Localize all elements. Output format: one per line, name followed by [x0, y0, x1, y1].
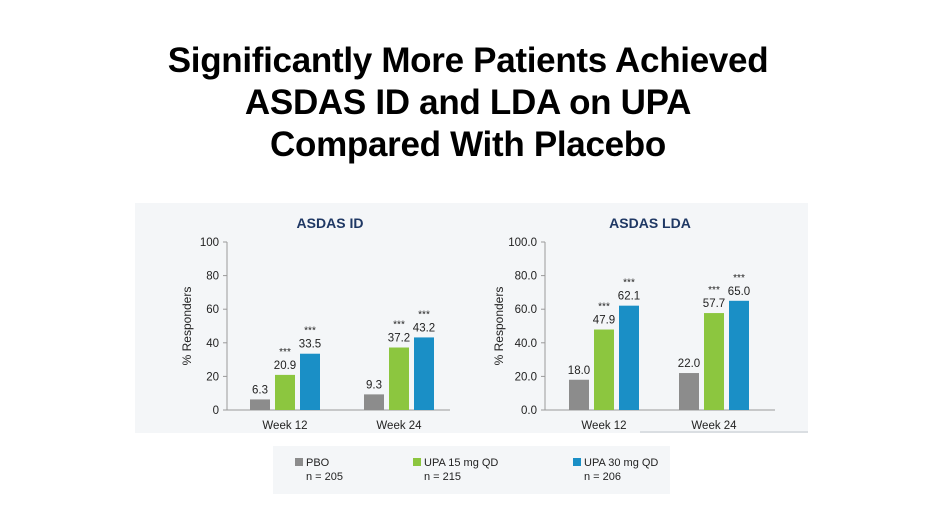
chart2-sig-marker-upa30-2: ***	[733, 273, 745, 284]
legend-swatch-upa15	[413, 458, 421, 466]
chart2-bar-pbo-2	[679, 373, 699, 410]
chart1-data-label-upa30-1: 33.5	[299, 339, 321, 351]
chart2-bar-upa15-2	[704, 313, 724, 410]
chart2-ytick-label: 40.0	[515, 338, 537, 350]
chart2-bar-upa30-2	[729, 300, 749, 410]
chart1-ytick-label: 0	[213, 405, 219, 417]
chart1-ytick-label: 80	[206, 271, 219, 283]
chart2-data-label-upa30-1: 62.1	[618, 291, 640, 303]
chart2-title: ASDAS LDA	[609, 215, 691, 231]
chart2-data-label-pbo-1: 18.0	[568, 365, 590, 377]
chart1-title: ASDAS ID	[297, 215, 364, 231]
chart1-data-label-upa15-2: 37.2	[388, 333, 410, 345]
chart1-sig-marker-upa15-1: ***	[279, 347, 291, 358]
chart1-data-label-upa15-1: 20.9	[274, 360, 296, 372]
chart2-data-label-upa15-1: 47.9	[593, 315, 615, 327]
chart2-bar-pbo-1	[569, 379, 589, 410]
chart2-data-label-pbo-2: 22.0	[678, 358, 700, 370]
chart2-ytick-label: 0.0	[521, 405, 537, 417]
legend-item-pbo: PBO n = 205	[295, 456, 343, 484]
chart1-bar-upa30-1	[300, 353, 320, 410]
chart1-data-label-upa30-2: 43.2	[413, 322, 435, 334]
chart1-sig-marker-upa30-1: ***	[304, 326, 316, 337]
slide-title-line-2: ASDAS ID and LDA on UPA	[244, 83, 692, 122]
chart1-ytick-label: 40	[206, 338, 219, 350]
slide-title-line-1: Significantly More Patients Achieved	[167, 41, 769, 80]
chart1-xtick-label: Week 24	[376, 420, 422, 432]
chart1-bar-upa30-2	[414, 337, 434, 410]
legend-n-upa15: n = 215	[424, 471, 462, 483]
chart1-bar-pbo-1	[250, 399, 270, 410]
chart1-ytick-label: 60	[206, 304, 219, 316]
chart2-ytick-label: 100.0	[508, 237, 537, 249]
legend-label-upa15: UPA 15 mg QD	[424, 457, 499, 469]
legend-n-pbo: n = 205	[306, 471, 344, 483]
chart2-sig-marker-upa30-1: ***	[623, 278, 635, 289]
legend-label-pbo: PBO	[306, 457, 330, 469]
chart2-bar-upa30-1	[619, 305, 639, 410]
chart1-data-label-pbo-2: 9.3	[366, 379, 382, 391]
slide-title-line-3: Compared With Placebo	[270, 125, 666, 164]
chart2-sig-marker-upa15-2: ***	[708, 285, 720, 296]
chart2-ytick-label: 80.0	[515, 271, 537, 283]
chart2-ytick-label: 60.0	[515, 304, 537, 316]
chart1-bar-pbo-2	[364, 394, 384, 410]
chart1-data-label-pbo-1: 6.3	[252, 384, 268, 396]
chart1-ytick-label: 20	[206, 371, 219, 383]
legend-item-upa30: UPA 30 mg QD n = 206	[573, 456, 658, 484]
legend-n-upa30: n = 206	[584, 471, 622, 483]
slide-title: Significantly More Patients Achieved ASD…	[0, 40, 936, 166]
legend-swatch-pbo	[295, 458, 303, 466]
chart2-ytick-label: 20.0	[515, 371, 537, 383]
chart2-sig-marker-upa15-1: ***	[598, 302, 610, 313]
chart1-ytick-label: 100	[200, 237, 219, 249]
legend: PBO n = 205 UPA 15 mg QD n = 215 UPA 30 …	[273, 446, 670, 494]
chart2-xtick-label: Week 12	[581, 420, 626, 432]
chart2-ylabel: % Responders	[492, 287, 506, 366]
legend-label-upa30: UPA 30 mg QD	[584, 457, 659, 469]
chart2-bar-upa15-1	[594, 329, 614, 410]
chart1-xtick-label: Week 12	[262, 420, 307, 432]
legend-swatch-upa30	[573, 458, 581, 466]
chart2-xtick-label: Week 24	[691, 420, 737, 432]
legend-item-upa15: UPA 15 mg QD n = 215	[413, 456, 498, 484]
chart2-data-label-upa30-2: 65.0	[728, 286, 750, 298]
chart2-data-label-upa15-2: 57.7	[703, 298, 725, 310]
chart1-sig-marker-upa15-2: ***	[393, 320, 405, 331]
chart1-sig-marker-upa30-2: ***	[418, 309, 430, 320]
chart1-bar-upa15-1	[275, 374, 295, 410]
chart1-ylabel: % Responders	[180, 287, 194, 366]
chart1-bar-upa15-2	[389, 347, 409, 410]
